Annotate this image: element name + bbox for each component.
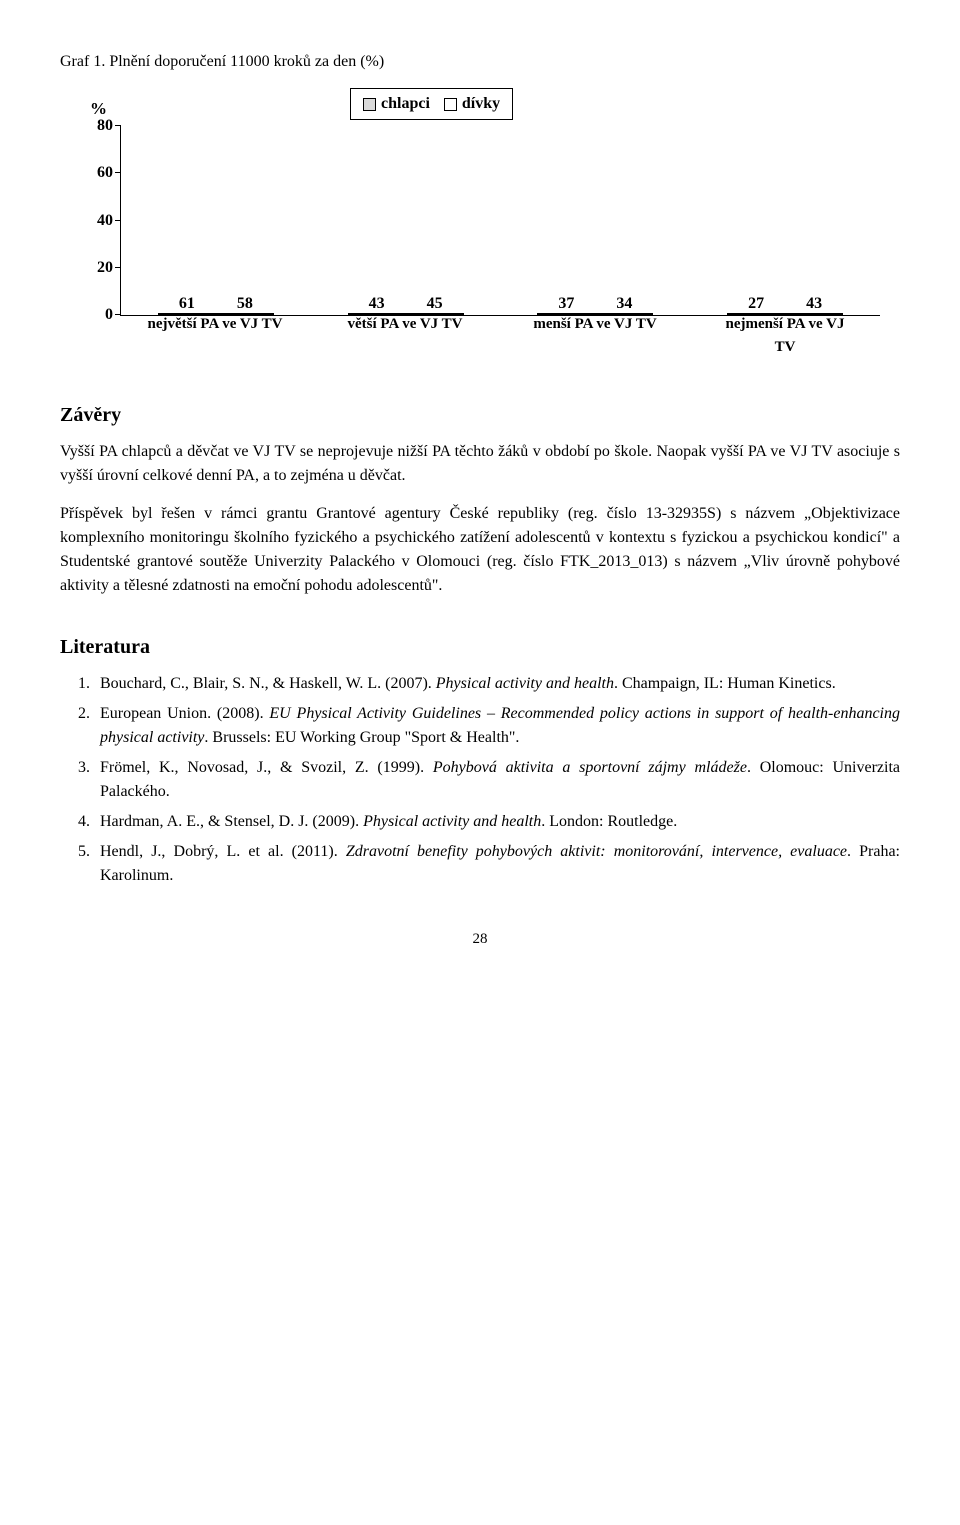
chart-legend: chlapci dívky	[350, 88, 513, 120]
chart-title-prefix: Graf 1.	[60, 53, 109, 70]
reference-item: Hardman, A. E., & Stensel, D. J. (2009).…	[94, 810, 900, 834]
literatura-list: Bouchard, C., Blair, S. N., & Haskell, W…	[60, 672, 900, 888]
y-tick-label: 0	[83, 303, 113, 327]
legend-label-chlapci: chlapci	[381, 92, 430, 116]
zavery-p2: Příspěvek byl řešen v rámci grantu Grant…	[60, 502, 900, 598]
reference-authors: Frömel, K., Novosad, J., & Svozil, Z. (1…	[100, 759, 433, 776]
page-number: 28	[60, 928, 900, 951]
y-tick-label: 80	[83, 114, 113, 138]
zavery-heading: Závěry	[60, 400, 900, 430]
x-tick-label: největší PA ve VJ TV	[145, 313, 285, 358]
x-axis-labels: největší PA ve VJ TV větší PA ve VJ TV men…	[120, 313, 880, 358]
reference-authors: European Union. (2008).	[100, 705, 269, 722]
zavery-p1: Vyšší PA chlapců a děvčat ve VJ TV se ne…	[60, 440, 900, 488]
legend-swatch-chlapci	[363, 98, 376, 111]
reference-item: Frömel, K., Novosad, J., & Svozil, Z. (1…	[94, 756, 900, 804]
reference-authors: Bouchard, C., Blair, S. N., & Haskell, W…	[100, 675, 436, 692]
y-tick-label: 40	[83, 209, 113, 233]
reference-tail: . Brussels: EU Working Group "Sport & He…	[204, 729, 519, 746]
reference-item: Bouchard, C., Blair, S. N., & Haskell, W…	[94, 672, 900, 696]
reference-title: Pohybová aktivita a sportovní zájmy mlád…	[433, 759, 747, 776]
reference-item: Hendl, J., Dobrý, L. et al. (2011). Zdra…	[94, 840, 900, 888]
reference-item: European Union. (2008). EU Physical Acti…	[94, 702, 900, 750]
bars-container: 6158434537342743	[121, 126, 880, 315]
x-tick-label: menší PA ve VJ TV	[525, 313, 665, 358]
x-tick-label: nejmenší PA ve VJ TV	[715, 313, 855, 358]
reference-title: Zdravotní benefity pohybových aktivit: m…	[346, 843, 847, 860]
reference-title: Physical activity and health	[436, 675, 614, 692]
reference-tail: . London: Routledge.	[541, 813, 677, 830]
chart-title: Graf 1. Plnění doporučení 11000 kroků za…	[60, 50, 900, 74]
reference-tail: . Champaign, IL: Human Kinetics.	[614, 675, 836, 692]
chart-plot-area: 0204060806158434537342743	[120, 126, 880, 316]
x-tick-label: větší PA ve VJ TV	[335, 313, 475, 358]
legend-item-divky: dívky	[444, 92, 500, 116]
reference-authors: Hendl, J., Dobrý, L. et al. (2011).	[100, 843, 346, 860]
reference-title: Physical activity and health	[363, 813, 541, 830]
reference-authors: Hardman, A. E., & Stensel, D. J. (2009).	[100, 813, 363, 830]
bar-chart: % chlapci dívky 020406080615843453734274…	[60, 86, 880, 366]
chart-title-text: Plnění doporučení 11000 kroků za den (%)	[109, 53, 384, 70]
legend-label-divky: dívky	[462, 92, 500, 116]
literatura-heading: Literatura	[60, 632, 900, 662]
y-tick-label: 20	[83, 256, 113, 280]
y-tick-label: 60	[83, 161, 113, 185]
legend-item-chlapci: chlapci	[363, 92, 430, 116]
legend-swatch-divky	[444, 98, 457, 111]
